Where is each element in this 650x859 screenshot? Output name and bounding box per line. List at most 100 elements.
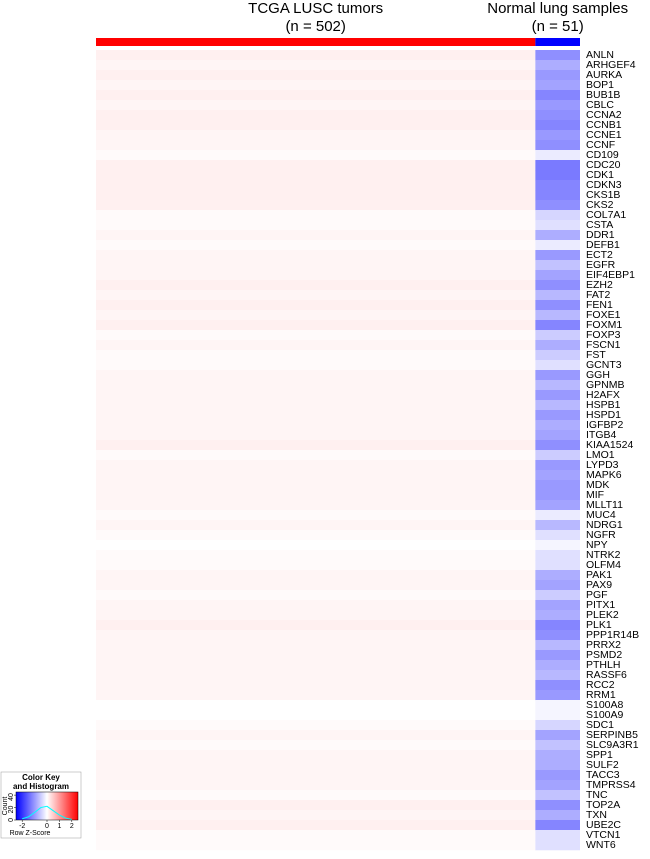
heat-cell xyxy=(535,550,580,561)
heat-cell xyxy=(96,430,536,441)
row-label: TMPRSS4 xyxy=(586,779,636,791)
heat-cell xyxy=(96,100,536,111)
row-label: MIF xyxy=(586,489,604,501)
heat-cell xyxy=(535,80,580,91)
heat-cell xyxy=(535,90,580,101)
row-label: CCNB1 xyxy=(586,119,622,131)
heat-cell xyxy=(535,790,580,801)
row-label: VTCN1 xyxy=(586,829,621,841)
heat-cell xyxy=(96,80,536,91)
heat-cell xyxy=(535,160,580,171)
heat-cell xyxy=(96,510,536,521)
row-label: CCNA2 xyxy=(586,109,622,121)
heat-cell xyxy=(535,220,580,231)
heat-cell xyxy=(96,450,536,461)
heat-cell xyxy=(96,410,536,421)
key-x-tick-label: -2 xyxy=(19,823,25,830)
group-count: (n = 502) xyxy=(285,18,345,35)
heat-cell xyxy=(96,350,536,361)
row-label: LMO1 xyxy=(586,449,615,461)
heat-cell xyxy=(96,460,536,471)
key-y-label: Count xyxy=(2,797,9,816)
heat-cell xyxy=(535,50,580,61)
heat-cell xyxy=(535,150,580,161)
heat-cell xyxy=(96,540,536,551)
heat-cell xyxy=(535,650,580,661)
row-label: PTHLH xyxy=(586,659,620,671)
row-label: NPY xyxy=(586,539,608,551)
heat-cell xyxy=(535,390,580,401)
heat-cell xyxy=(535,210,580,221)
heat-cell xyxy=(535,230,580,241)
row-label: PGF xyxy=(586,589,608,601)
row-label: SDC1 xyxy=(586,719,614,731)
heat-cell xyxy=(535,420,580,431)
heat-cell xyxy=(96,200,536,211)
row-label: HSPD1 xyxy=(586,409,621,421)
group-count: (n = 51) xyxy=(532,18,584,35)
row-label: MLLT11 xyxy=(586,499,623,511)
heat-cell xyxy=(535,660,580,671)
row-label: PAK1 xyxy=(586,569,612,581)
heat-cell xyxy=(535,520,580,531)
row-label: H2AFX xyxy=(586,389,620,401)
heat-cell xyxy=(535,350,580,361)
heat-cell xyxy=(535,500,580,511)
heat-cell xyxy=(535,620,580,631)
key-x-tick-label: 0 xyxy=(45,823,49,830)
heat-cell xyxy=(96,720,536,731)
heat-cell xyxy=(96,320,536,331)
heat-cell xyxy=(535,760,580,771)
heat-cell xyxy=(96,150,536,161)
heat-cell xyxy=(535,100,580,111)
row-label: MDK xyxy=(586,479,609,491)
heat-cell xyxy=(96,780,536,791)
heat-cell xyxy=(535,120,580,131)
heat-cell xyxy=(535,140,580,151)
heat-cell xyxy=(96,480,536,491)
heat-cell xyxy=(96,130,536,141)
heat-cell xyxy=(535,590,580,601)
heat-cell xyxy=(96,750,536,761)
heat-cell xyxy=(535,670,580,681)
heat-cell xyxy=(96,740,536,751)
heat-cell xyxy=(535,560,580,571)
row-label: CCNE1 xyxy=(586,129,622,141)
heat-cell xyxy=(96,120,536,131)
row-label: SERPINB5 xyxy=(586,729,638,741)
heat-cell xyxy=(96,340,536,351)
heat-cell xyxy=(96,820,536,831)
row-label: RASSF6 xyxy=(586,669,627,681)
heat-cell xyxy=(96,390,536,401)
heat-cell xyxy=(96,280,536,291)
heat-cell xyxy=(96,260,536,271)
row-label: EIF4EBP1 xyxy=(586,269,635,281)
heat-cell xyxy=(535,340,580,351)
heat-cell xyxy=(535,540,580,551)
row-label: RRM1 xyxy=(586,689,616,701)
heat-cell xyxy=(96,270,536,281)
heat-cell xyxy=(96,640,536,651)
group-label: TCGA LUSC tumors xyxy=(248,0,383,17)
heat-cell xyxy=(96,70,536,81)
key-title: Color Key xyxy=(22,773,60,782)
key-x-tick-label: 1 xyxy=(57,823,61,830)
heat-cell xyxy=(535,310,580,321)
heat-cell xyxy=(96,680,536,691)
heat-cell xyxy=(535,260,580,271)
heat-cell xyxy=(535,610,580,621)
row-label: PITX1 xyxy=(586,599,615,611)
heat-cell xyxy=(535,130,580,141)
heat-cell xyxy=(535,700,580,711)
heat-cell xyxy=(535,460,580,471)
heat-cell xyxy=(96,700,536,711)
key-y-tick-label: 20 xyxy=(8,805,15,813)
heat-cell xyxy=(96,550,536,561)
heat-cell xyxy=(96,810,536,821)
row-label: PSMD2 xyxy=(586,649,622,661)
heat-cell xyxy=(96,230,536,241)
group-label: Normal lung samples xyxy=(487,0,628,17)
heat-cell xyxy=(535,280,580,291)
heat-cell xyxy=(96,90,536,101)
heat-cell xyxy=(96,180,536,191)
